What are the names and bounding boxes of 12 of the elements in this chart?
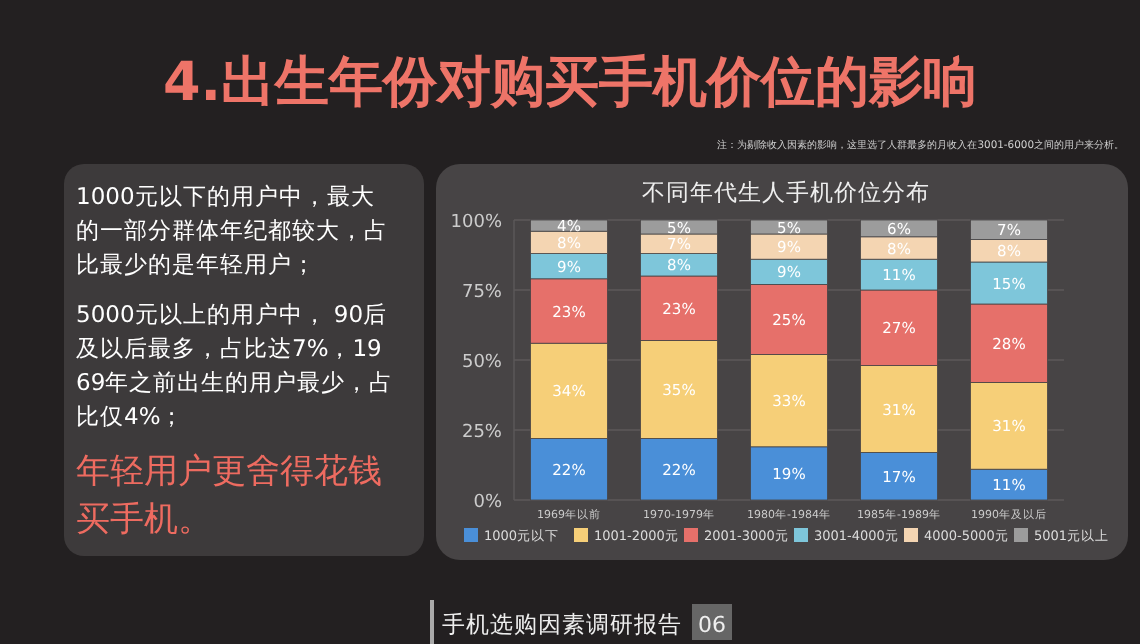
chart-title: 4.出生年份对购买手机价位的影响 [162, 52, 978, 114]
text: 06 [698, 612, 726, 638]
y-tick-label: 100% [450, 213, 503, 233]
y-tick-label: 75% [461, 283, 503, 303]
text: 年轻用户更舍得花钱买手机。 [76, 452, 382, 540]
y-tick-label: 0% [473, 493, 503, 513]
y-tick-label: 25% [461, 423, 503, 443]
text: 5000元以上的用户中， 90后及以后最多，占比达7%，1969年之前出生的用户最少，占比仅4%； [76, 300, 394, 430]
y-tick-label: 50% [461, 353, 503, 373]
text: 手机选购因素调研报告 [442, 610, 682, 638]
text: 1000元以下的用户中，最大的一部分群体年纪都较大，占比最少的是年轻用户； [76, 182, 388, 278]
chart-subtitle: 不同年代生人手机价位分布 [642, 178, 930, 206]
